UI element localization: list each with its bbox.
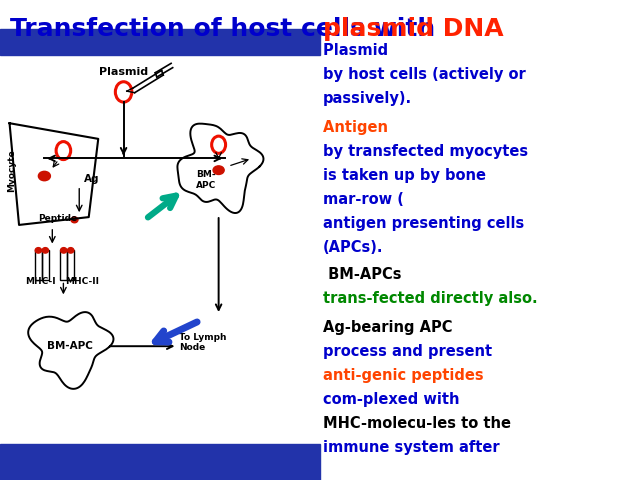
Text: Ag-bearing APC: Ag-bearing APC — [323, 320, 452, 335]
Text: by host cells (actively or: by host cells (actively or — [323, 67, 526, 82]
Text: anti-genic peptides: anti-genic peptides — [323, 368, 484, 383]
Bar — [0, 29, 320, 55]
Text: BM-APCs: BM-APCs — [323, 267, 402, 282]
Text: To Lymph: To Lymph — [179, 333, 227, 342]
Ellipse shape — [67, 248, 74, 253]
Text: Node: Node — [179, 343, 205, 352]
Bar — [60, 251, 67, 280]
Bar — [0, 444, 320, 480]
Text: BM-
APC: BM- APC — [196, 170, 216, 190]
Text: immune system after: immune system after — [323, 440, 500, 455]
Bar — [67, 251, 74, 280]
Text: MHC-II: MHC-II — [65, 276, 99, 286]
Text: Plasmid: Plasmid — [323, 43, 394, 58]
Text: com-plexed with: com-plexed with — [323, 392, 460, 407]
Text: antigen presenting cells: antigen presenting cells — [323, 216, 524, 231]
Text: trans-fected directly also.: trans-fected directly also. — [323, 291, 538, 306]
Text: Myocyte: Myocyte — [8, 149, 17, 192]
Text: MHC-I: MHC-I — [26, 276, 56, 286]
Text: Peptide: Peptide — [38, 214, 77, 223]
Text: Antigen: Antigen — [323, 120, 394, 135]
Text: (APCs).: (APCs). — [323, 240, 384, 255]
Ellipse shape — [213, 166, 224, 174]
Bar — [35, 251, 42, 280]
Text: BM-APC: BM-APC — [47, 341, 93, 351]
Text: mar-row (: mar-row ( — [323, 192, 404, 207]
Ellipse shape — [42, 248, 49, 253]
Bar — [42, 251, 49, 280]
Text: Plasmid: Plasmid — [99, 67, 148, 77]
Text: MHC-molecu-les to the: MHC-molecu-les to the — [323, 416, 511, 431]
Text: passively).: passively). — [323, 91, 412, 106]
Ellipse shape — [71, 217, 78, 223]
Text: by transfected myocytes: by transfected myocytes — [323, 144, 529, 159]
Text: process and present: process and present — [323, 344, 492, 359]
Text: plasmid DNA: plasmid DNA — [323, 17, 504, 41]
Text: Transfection of host cells with: Transfection of host cells with — [10, 17, 444, 41]
Text: is taken up by bone: is taken up by bone — [323, 168, 486, 183]
Ellipse shape — [35, 248, 42, 253]
Ellipse shape — [38, 171, 51, 181]
Ellipse shape — [61, 248, 67, 253]
Text: Ag: Ag — [84, 174, 99, 184]
